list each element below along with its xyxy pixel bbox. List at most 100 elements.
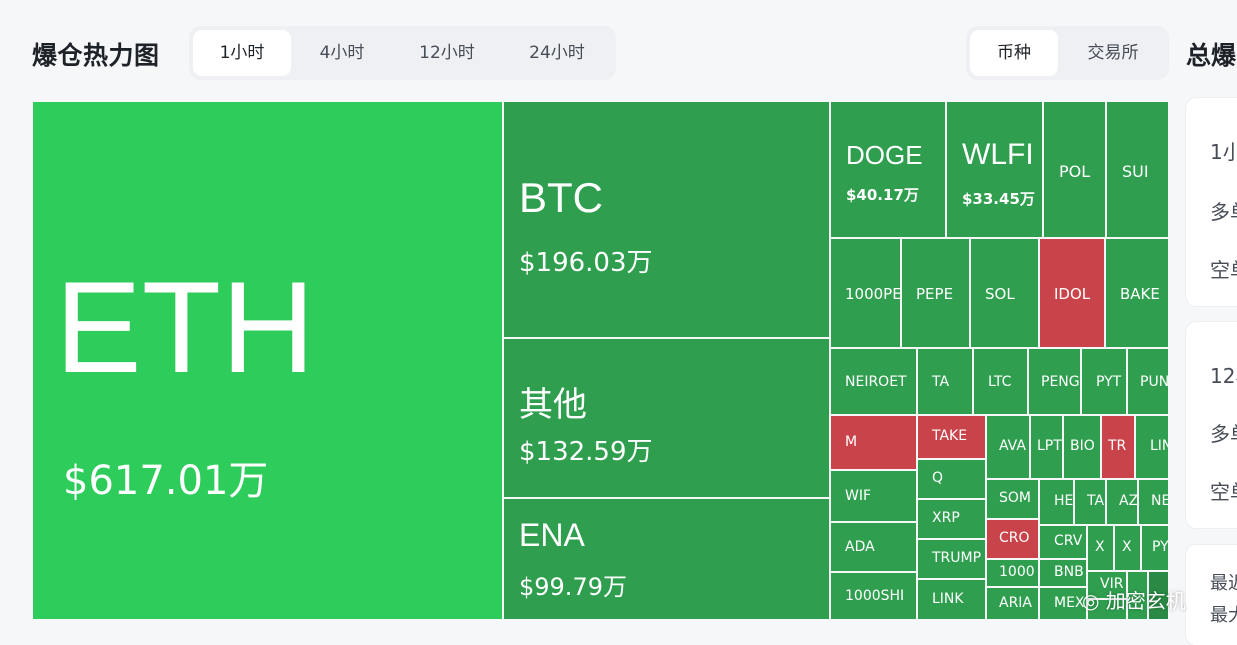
cell-symbol: PEPE [916, 285, 954, 303]
cell-symbol: Q [932, 470, 944, 486]
treemap-cell-wif[interactable]: WIF [830, 470, 917, 522]
treemap-cell-avax[interactable]: AVA [986, 415, 1030, 479]
treemap-cell-link-partial[interactable]: LIN [1135, 415, 1169, 479]
cell-symbol: POL [1059, 162, 1091, 181]
treemap-cell-crv[interactable]: CRV [1039, 525, 1087, 559]
page-title: 爆仓热力图 [32, 41, 160, 70]
treemap-cell-1000shib[interactable]: 1000SHI [830, 572, 917, 620]
treemap-cell-doge[interactable]: DOGE $40.17万 [830, 101, 946, 238]
cell-symbol: BNB [1054, 564, 1084, 580]
cell-symbol: M [845, 434, 858, 450]
treemap-cell-aria[interactable]: ARIA [986, 587, 1039, 620]
cell-symbol: LINK [932, 591, 964, 607]
treemap-cell-pengu[interactable]: PENG [1028, 348, 1081, 415]
treemap-cell-1000[interactable]: 1000 [986, 559, 1039, 587]
total-liquidation-title: 总爆 [1186, 41, 1237, 70]
summary-card-12h: 12小 多单 空单 [1186, 322, 1237, 528]
card-short-label: 空单 [1210, 258, 1237, 282]
cell-symbol: BIO [1070, 438, 1095, 454]
treemap-cell-others[interactable]: 其他 $132.59万 [503, 338, 830, 498]
treemap-cell-btc[interactable]: BTC $196.03万 [503, 101, 830, 338]
treemap-cell-ta[interactable]: TA [917, 348, 973, 415]
treemap-cell-somi[interactable]: SOM [986, 479, 1039, 519]
treemap-cell-pepe[interactable]: PEPE [901, 238, 970, 348]
card-long-label: 多单 [1210, 200, 1237, 224]
cell-symbol: SUI [1122, 162, 1149, 181]
cell-symbol: NE [1151, 493, 1169, 509]
tab-12h[interactable]: 12小时 [419, 43, 475, 63]
cell-symbol: TA [1087, 493, 1105, 509]
tab-24h[interactable]: 24小时 [529, 43, 585, 63]
treemap-cell-x1[interactable]: X [1087, 525, 1114, 571]
treemap-cell-hemi[interactable]: HE [1039, 479, 1074, 525]
liquidation-treemap: ETH $617.01万 BTC $196.03万 其他 $132.59万 EN… [32, 101, 1169, 620]
cell-symbol: SOM [999, 490, 1031, 506]
cell-symbol: IDOL [1054, 285, 1091, 303]
treemap-cell-link[interactable]: LINK [917, 579, 986, 620]
cell-symbol: TR [1108, 438, 1127, 454]
cell-symbol: CRO [999, 530, 1030, 546]
cell-symbol: 1000 [999, 564, 1035, 580]
cell-symbol: X [1122, 539, 1132, 555]
treemap-cell-bnb[interactable]: BNB [1039, 559, 1087, 587]
treemap-cell-bake[interactable]: BAKE [1105, 238, 1169, 348]
treemap-cell-1000pepe[interactable]: 1000PE [830, 238, 901, 348]
treemap-cell-py[interactable]: PY [1141, 525, 1169, 571]
treemap-cell-sui[interactable]: SUI [1106, 101, 1169, 238]
treemap-cell-wlfi[interactable]: WLFI $33.45万 [946, 101, 1043, 238]
treemap-cell-misc-2[interactable] [1148, 571, 1169, 620]
cell-symbol: AVA [999, 438, 1026, 454]
treemap-cell-idol[interactable]: IDOL [1039, 238, 1105, 348]
treemap-cell-xrp[interactable]: XRP [917, 499, 986, 539]
treemap-cell-eth[interactable]: ETH $617.01万 [32, 101, 503, 620]
cell-symbol: ADA [845, 539, 875, 555]
cell-value: $132.59万 [519, 437, 653, 467]
tab-4h[interactable]: 4小时 [319, 43, 365, 63]
treemap-cell-ltc[interactable]: LTC [973, 348, 1028, 415]
cell-value: $196.03万 [519, 248, 653, 278]
treemap-cell-m[interactable]: M [830, 415, 917, 470]
tab-coin[interactable]: 币种 [970, 30, 1058, 76]
card-short-label: 空单 [1210, 480, 1237, 504]
treemap-cell-ada[interactable]: ADA [830, 522, 917, 572]
card-recent-label: 最近 [1210, 573, 1237, 594]
treemap-cell-mew[interactable]: MEX [1039, 587, 1087, 620]
cell-symbol: PENG [1041, 374, 1080, 390]
treemap-cell-q[interactable]: Q [917, 459, 986, 499]
treemap-cell-sol[interactable]: SOL [970, 238, 1039, 348]
treemap-cell-pol[interactable]: POL [1043, 101, 1106, 238]
treemap-cell-near[interactable]: NE [1138, 479, 1169, 525]
card-period: 1小 [1210, 140, 1237, 164]
cell-symbol: 1000SHI [845, 588, 905, 604]
treemap-cell-misc-1[interactable] [1127, 571, 1148, 620]
tab-1h[interactable]: 1小时 [193, 30, 291, 76]
summary-card-recent: 最近 最大 [1186, 545, 1237, 645]
cell-symbol: BTC [519, 174, 603, 221]
tab-exchange[interactable]: 交易所 [1087, 43, 1139, 63]
treemap-cell-pyth[interactable]: PYT [1081, 348, 1127, 415]
cell-symbol: XRP [932, 510, 960, 526]
cell-symbol: ARIA [999, 595, 1033, 611]
treemap-cell-tr[interactable]: TR [1101, 415, 1135, 479]
cell-symbol: CRV [1054, 533, 1083, 549]
treemap-cell-cro[interactable]: CRO [986, 519, 1039, 559]
treemap-cell-bio[interactable]: BIO [1063, 415, 1101, 479]
treemap-cell-a2z[interactable]: AZ [1106, 479, 1138, 525]
treemap-cell-ena[interactable]: ENA $99.79万 [503, 498, 830, 620]
cell-symbol: VIR [1100, 576, 1124, 592]
cell-symbol: MEX [1054, 595, 1085, 611]
cell-symbol: PUN [1140, 374, 1169, 390]
cell-symbol: NEIROET [845, 374, 907, 390]
treemap-cell-neiroeth[interactable]: NEIROET [830, 348, 917, 415]
treemap-cell-pump[interactable]: PUN [1127, 348, 1169, 415]
time-range-tabs: 1小时 4小时 12小时 24小时 [189, 26, 616, 80]
treemap-cell-take[interactable]: TAKE [917, 415, 986, 459]
cell-symbol: SOL [985, 285, 1015, 303]
treemap-cell-lpt[interactable]: LPT [1030, 415, 1063, 479]
treemap-cell-trump[interactable]: TRUMP [917, 539, 986, 579]
treemap-cell-virtual[interactable]: VIR [1087, 571, 1127, 599]
treemap-cell-misc-3[interactable] [1087, 599, 1127, 620]
treemap-cell-tao[interactable]: TA [1074, 479, 1106, 525]
treemap-cell-x2[interactable]: X [1114, 525, 1141, 571]
cell-symbol: 其他 [519, 385, 587, 425]
